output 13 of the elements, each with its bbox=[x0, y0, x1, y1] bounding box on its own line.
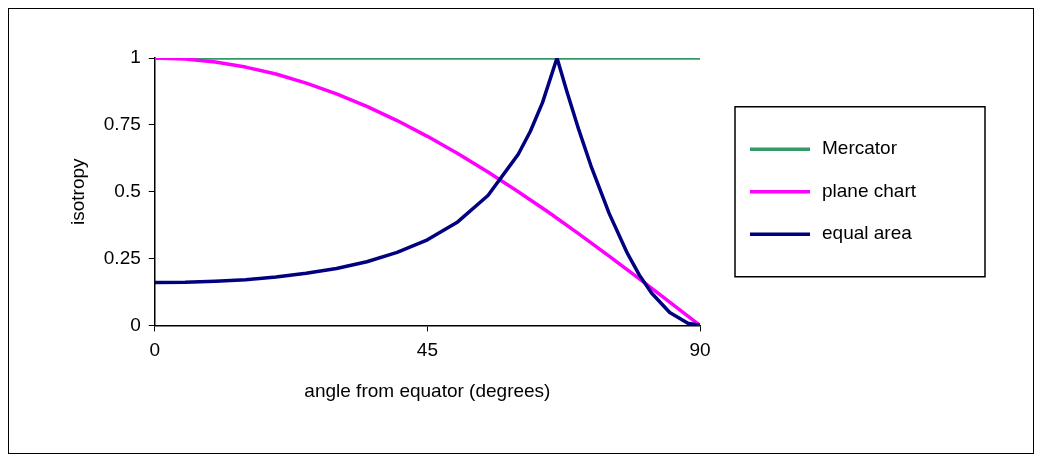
legend-label: plane chart bbox=[822, 179, 917, 201]
legend-label: equal area bbox=[822, 222, 913, 244]
y-tick-label: 0.25 bbox=[103, 246, 141, 268]
y-tick-label: 1 bbox=[130, 46, 141, 68]
x-axis-title: angle from equator (degrees) bbox=[304, 379, 551, 401]
y-tick-label: 0.5 bbox=[114, 179, 141, 201]
legend-label: Mercator bbox=[822, 137, 898, 159]
y-axis-title: isotropy bbox=[66, 157, 88, 225]
x-tick-label: 45 bbox=[416, 339, 438, 361]
x-tick-label: 90 bbox=[689, 339, 711, 361]
y-tick-label: 0.75 bbox=[103, 113, 141, 135]
y-tick-label: 0 bbox=[130, 313, 141, 335]
x-tick-label: 0 bbox=[149, 339, 161, 361]
